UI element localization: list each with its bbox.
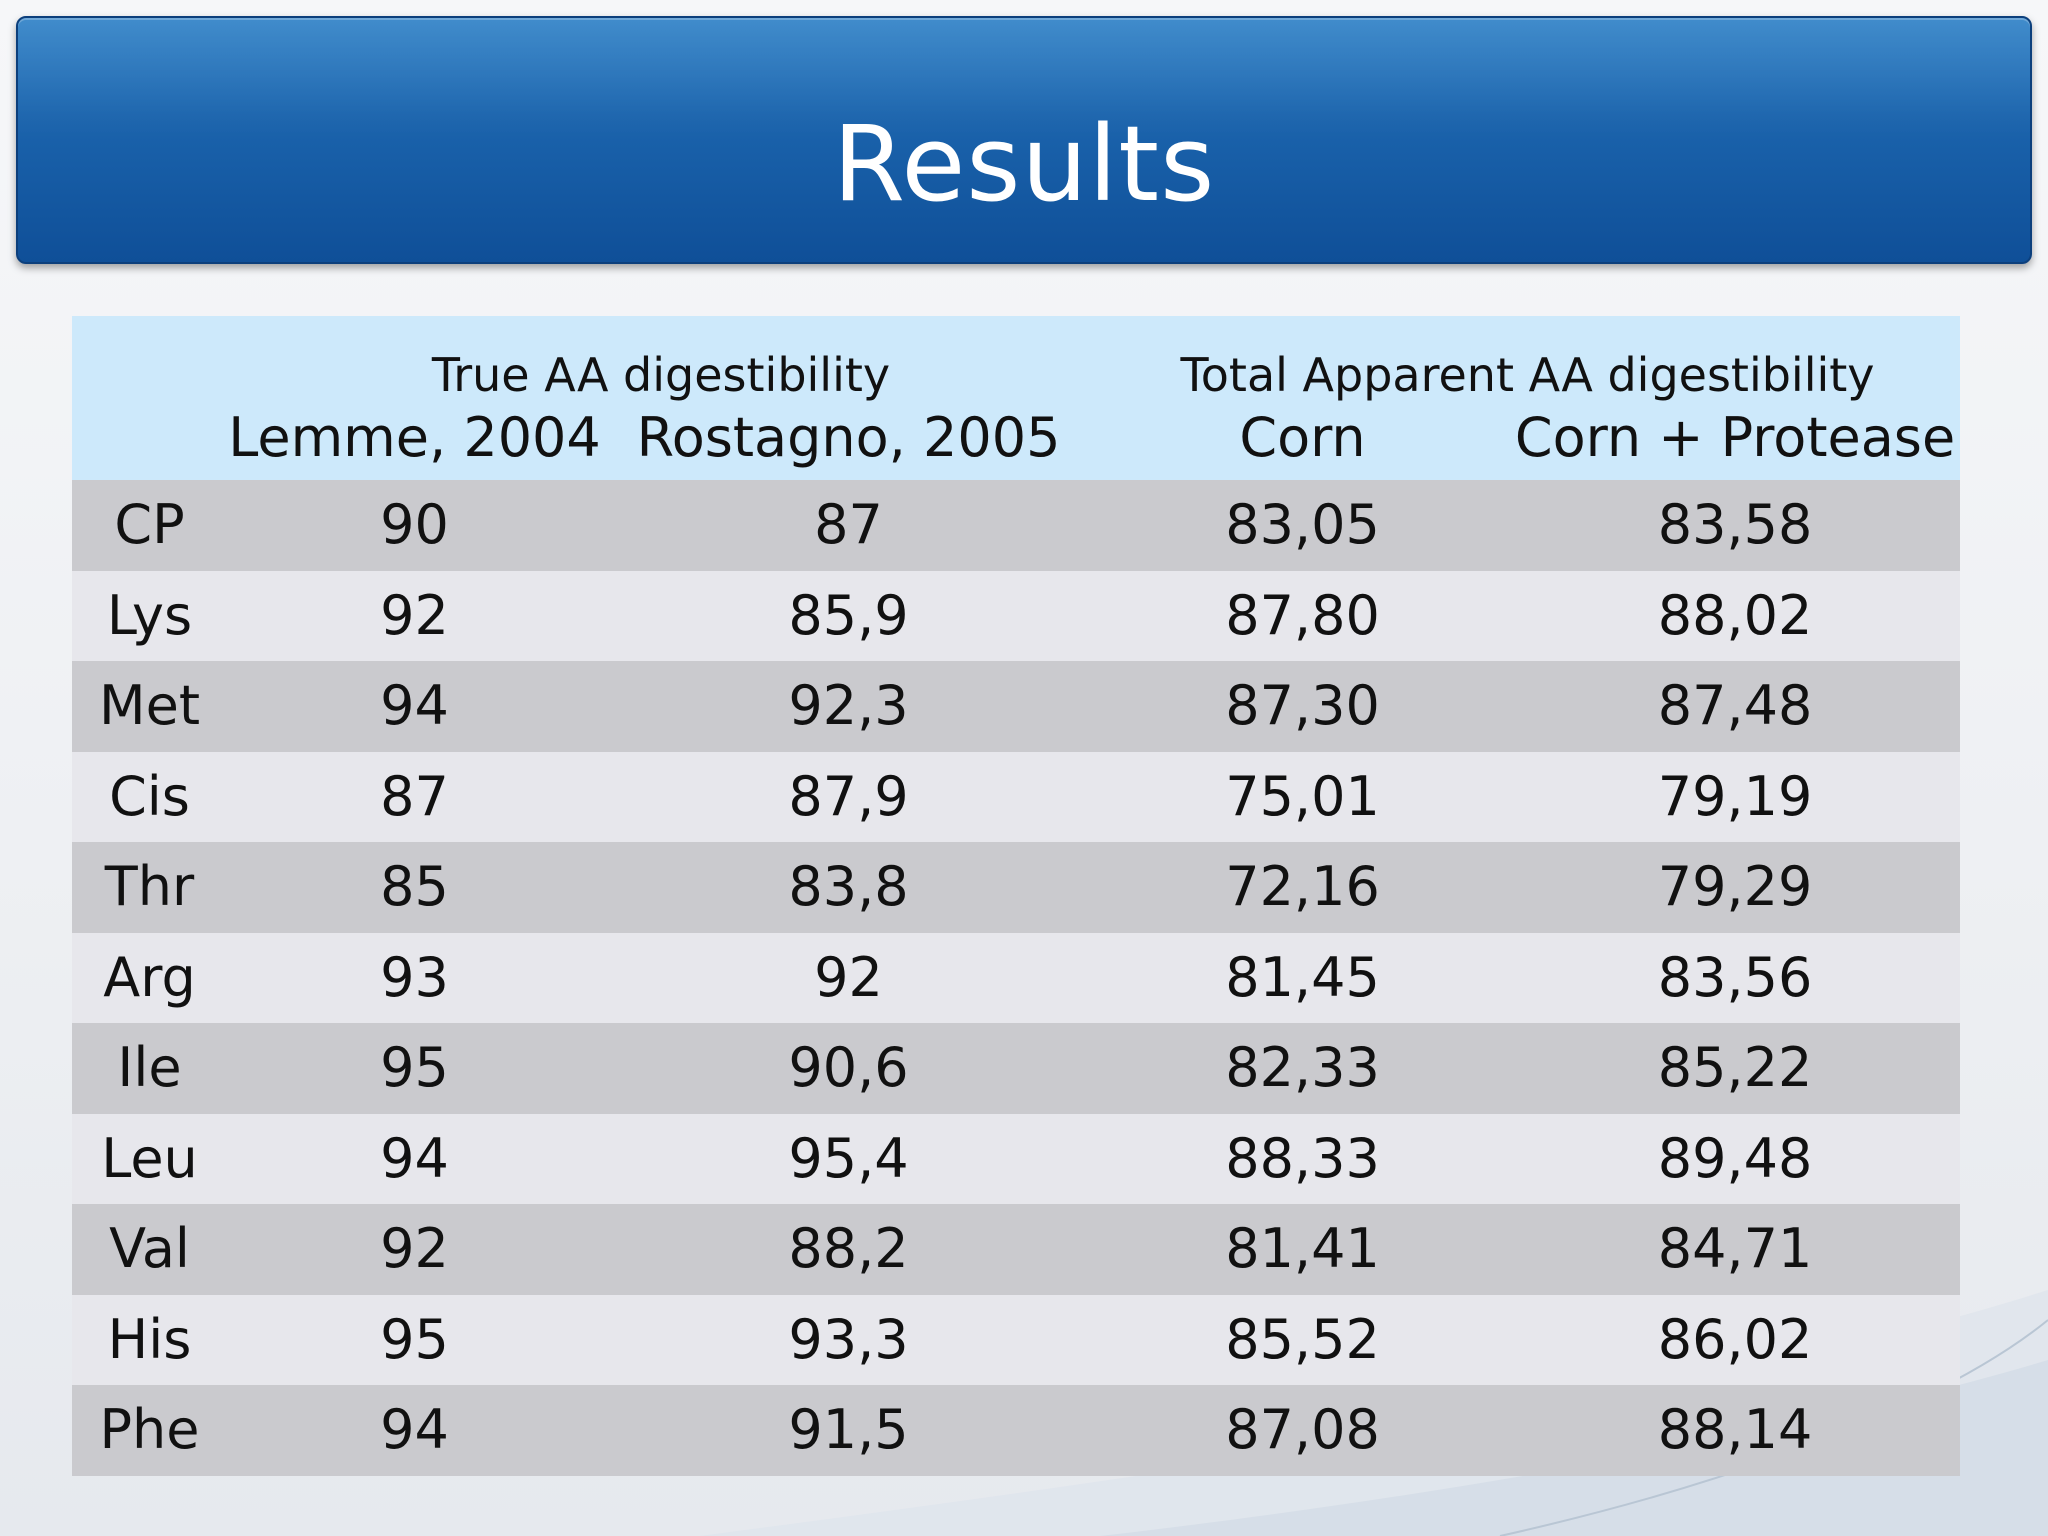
cell-corn: 83,05 <box>1225 493 1380 557</box>
cell-corn: 87,08 <box>1225 1398 1380 1462</box>
group-header-apparent: Total Apparent AA digestibility <box>1180 348 1875 402</box>
sub-header-corn: Corn <box>1239 406 1366 469</box>
cell-rostagno: 90,6 <box>788 1036 909 1100</box>
table-row: CP 90 87 83,05 83,58 <box>72 480 1961 571</box>
table-row: Arg 93 92 81,45 83,56 <box>72 932 1961 1023</box>
cell-corn-protease: 79,29 <box>1657 855 1813 919</box>
cell-rostagno: 92,3 <box>788 674 909 738</box>
title-bar: Results <box>16 16 2032 264</box>
cell-corn: 82,33 <box>1225 1036 1380 1100</box>
cell-corn-protease: 89,48 <box>1657 1126 1813 1190</box>
group-header-row: True AA digestibility Total Apparent AA … <box>72 316 1961 406</box>
sub-header-row: Lemme, 2004 Rostagno, 2005 Corn Corn + P… <box>72 406 1961 480</box>
table-row: Ile 95 90,6 82,33 85,22 <box>72 1023 1961 1114</box>
cell-rostagno: 88,2 <box>788 1217 909 1281</box>
cell-lemme: 95 <box>380 1307 449 1371</box>
cell-lemme: 94 <box>380 674 449 738</box>
cell-lemme: 92 <box>380 1217 449 1281</box>
header-corner <box>72 316 227 406</box>
cell-corn-protease: 85,22 <box>1657 1036 1813 1100</box>
row-label: Phe <box>99 1398 200 1462</box>
cell-corn: 81,41 <box>1225 1217 1380 1281</box>
table-body: CP 90 87 83,05 83,58 Lys 92 85,9 87,80 8… <box>72 480 1961 1476</box>
digestibility-table: True AA digestibility Total Apparent AA … <box>72 316 1961 1476</box>
row-label: Met <box>99 674 200 738</box>
row-label: CP <box>114 493 185 557</box>
cell-rostagno: 92 <box>814 945 883 1009</box>
row-label: Leu <box>101 1126 198 1190</box>
row-label: His <box>107 1307 192 1371</box>
cell-corn: 75,01 <box>1225 764 1380 828</box>
results-table-container: True AA digestibility Total Apparent AA … <box>72 316 1961 1476</box>
cell-corn-protease: 88,14 <box>1657 1398 1813 1462</box>
table-header: True AA digestibility Total Apparent AA … <box>72 316 1961 480</box>
cell-lemme: 94 <box>380 1126 449 1190</box>
table-row: Leu 94 95,4 88,33 89,48 <box>72 1113 1961 1204</box>
cell-lemme: 92 <box>380 583 449 647</box>
sub-header-amino-acid <box>72 406 227 480</box>
cell-lemme: 93 <box>380 945 449 1009</box>
table-row: His 95 93,3 85,52 86,02 <box>72 1294 1961 1385</box>
cell-corn: 85,52 <box>1225 1307 1380 1371</box>
cell-corn: 87,30 <box>1225 674 1380 738</box>
sub-header-rostagno: Rostagno, 2005 <box>636 406 1061 469</box>
cell-corn: 72,16 <box>1225 855 1380 919</box>
row-label: Arg <box>103 945 196 1009</box>
cell-corn: 88,33 <box>1225 1126 1380 1190</box>
table-row: Val 92 88,2 81,41 84,71 <box>72 1204 1961 1295</box>
table-row: Cis 87 87,9 75,01 79,19 <box>72 751 1961 842</box>
cell-corn-protease: 83,58 <box>1657 493 1813 557</box>
row-label: Cis <box>109 764 190 828</box>
cell-corn: 87,80 <box>1225 583 1380 647</box>
cell-corn-protease: 87,48 <box>1657 674 1813 738</box>
table-row: Thr 85 83,8 72,16 79,29 <box>72 842 1961 933</box>
table-row: Met 94 92,3 87,30 87,48 <box>72 661 1961 752</box>
cell-lemme: 94 <box>380 1398 449 1462</box>
cell-rostagno: 85,9 <box>788 583 909 647</box>
cell-corn-protease: 83,56 <box>1657 945 1813 1009</box>
cell-corn-protease: 84,71 <box>1657 1217 1813 1281</box>
group-header-true: True AA digestibility <box>431 348 891 402</box>
slide-title: Results <box>832 103 1216 225</box>
cell-rostagno: 95,4 <box>788 1126 909 1190</box>
cell-rostagno: 87,9 <box>788 764 909 828</box>
row-label: Ile <box>117 1036 182 1100</box>
table-row: Phe 94 91,5 87,08 88,14 <box>72 1385 1961 1476</box>
sub-header-corn-protease: Corn + Protease <box>1514 406 1956 469</box>
table-row: Lys 92 85,9 87,80 88,02 <box>72 570 1961 661</box>
cell-lemme: 90 <box>380 493 449 557</box>
sub-header-lemme: Lemme, 2004 <box>228 406 601 469</box>
cell-rostagno: 87 <box>814 493 883 557</box>
row-label: Thr <box>104 855 195 919</box>
cell-corn: 81,45 <box>1225 945 1380 1009</box>
cell-rostagno: 91,5 <box>788 1398 909 1462</box>
cell-lemme: 95 <box>380 1036 449 1100</box>
cell-rostagno: 93,3 <box>788 1307 909 1371</box>
cell-corn-protease: 86,02 <box>1657 1307 1813 1371</box>
row-label: Val <box>109 1217 190 1281</box>
cell-lemme: 87 <box>380 764 449 828</box>
cell-rostagno: 83,8 <box>788 855 909 919</box>
cell-lemme: 85 <box>380 855 449 919</box>
cell-corn-protease: 88,02 <box>1657 583 1813 647</box>
row-label: Lys <box>106 583 193 647</box>
cell-corn-protease: 79,19 <box>1657 764 1813 828</box>
